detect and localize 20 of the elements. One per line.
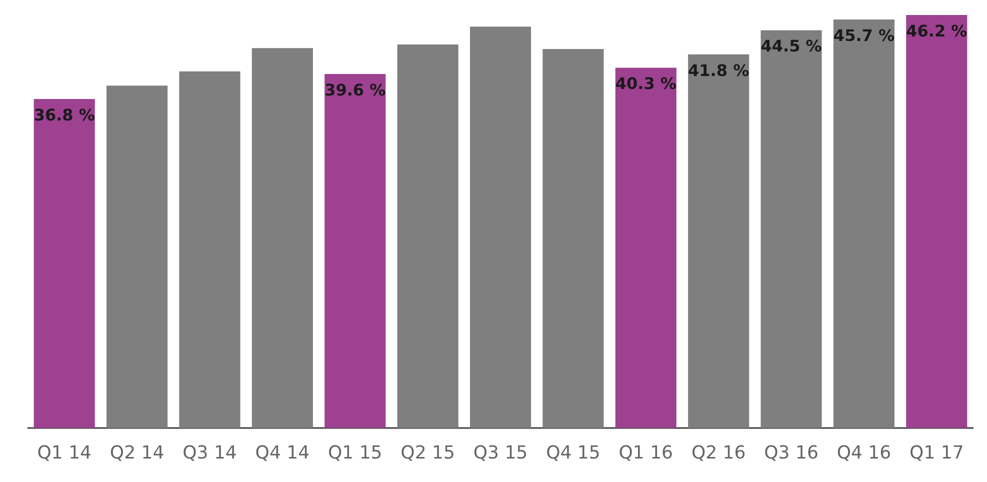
data-label: 41.8 % (688, 60, 750, 80)
x-tick-label: Q4 14 (255, 442, 310, 464)
data-label: 39.6 % (324, 80, 386, 100)
x-tick-label: Q3 15 (473, 442, 528, 464)
x-tick-label: Q2 14 (110, 442, 164, 464)
x-tick-label: Q4 16 (836, 442, 892, 464)
x-tick-label: Q4 15 (546, 442, 600, 464)
data-label: 46.2 % (906, 22, 968, 40)
x-tick-label: Q3 16 (764, 442, 818, 464)
x-tick-label: Q1 15 (328, 442, 382, 464)
x-tick-label: Q2 16 (691, 442, 746, 464)
x-tick-label: Q2 15 (400, 442, 455, 464)
data-label: 45.7 % (833, 26, 894, 45)
data-label: 40.3 % (615, 74, 676, 94)
x-tick-label: Q1 17 (910, 442, 964, 464)
x-tick-label: Q3 14 (182, 442, 237, 464)
data-label: 36.8 % (34, 106, 95, 125)
x-tick-label: Q1 14 (37, 442, 92, 464)
data-label: 44.5 % (760, 36, 822, 56)
x-tick-label: Q1 16 (618, 442, 674, 464)
